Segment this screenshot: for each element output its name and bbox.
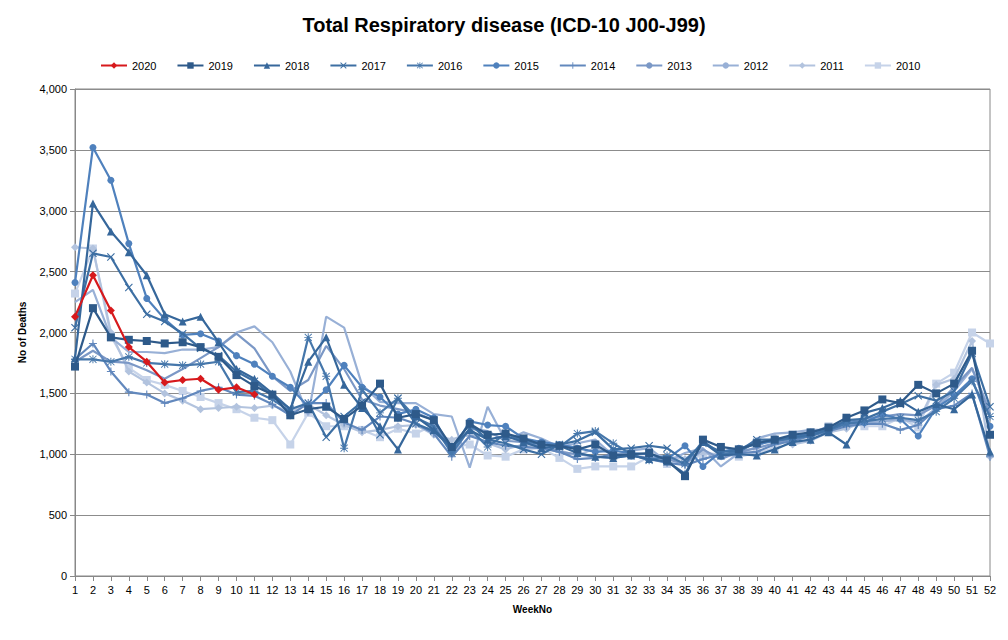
svg-text:No of Deaths: No of Deaths [17,301,28,363]
svg-text:2: 2 [90,584,96,596]
svg-text:30: 30 [589,584,601,596]
svg-text:1,000: 1,000 [39,448,67,460]
svg-text:2019: 2019 [208,60,232,72]
svg-text:4,000: 4,000 [39,83,67,95]
svg-text:25: 25 [499,584,511,596]
svg-text:10: 10 [230,584,242,596]
svg-text:22: 22 [446,584,458,596]
svg-text:500: 500 [49,509,67,521]
svg-text:11: 11 [249,584,260,596]
svg-text:39: 39 [751,584,763,596]
svg-text:2020: 2020 [132,60,156,72]
svg-text:20: 20 [410,584,422,596]
svg-text:26: 26 [517,584,529,596]
svg-text:9: 9 [215,584,221,596]
svg-text:18: 18 [374,584,386,596]
svg-text:33: 33 [643,584,655,596]
svg-text:52: 52 [984,584,996,596]
svg-text:2,000: 2,000 [39,327,67,339]
svg-text:WeekNo: WeekNo [513,604,552,615]
svg-text:37: 37 [715,584,727,596]
svg-text:2014: 2014 [591,60,615,72]
svg-text:2010: 2010 [896,60,920,72]
svg-text:34: 34 [661,584,673,596]
svg-text:Total Respiratory disease (ICD: Total Respiratory disease (ICD-10 J00-J9… [302,14,705,36]
svg-text:41: 41 [787,584,799,596]
svg-text:40: 40 [769,584,781,596]
svg-text:47: 47 [894,584,906,596]
svg-text:23: 23 [464,584,476,596]
svg-text:28: 28 [553,584,565,596]
svg-text:44: 44 [840,584,852,596]
svg-text:49: 49 [930,584,942,596]
svg-text:13: 13 [284,584,296,596]
svg-text:2012: 2012 [744,60,768,72]
svg-text:32: 32 [625,584,637,596]
svg-text:45: 45 [858,584,870,596]
svg-text:17: 17 [356,584,368,596]
svg-text:0: 0 [61,570,67,582]
svg-text:46: 46 [876,584,888,596]
svg-text:2018: 2018 [285,60,309,72]
svg-text:38: 38 [733,584,745,596]
svg-text:19: 19 [392,584,404,596]
svg-text:36: 36 [697,584,709,596]
svg-text:1: 1 [72,584,78,596]
svg-text:15: 15 [320,584,332,596]
svg-text:8: 8 [198,584,204,596]
svg-text:2013: 2013 [667,60,691,72]
svg-text:31: 31 [607,584,619,596]
svg-text:42: 42 [804,584,816,596]
svg-text:2017: 2017 [361,60,385,72]
svg-text:6: 6 [162,584,168,596]
svg-text:24: 24 [482,584,494,596]
svg-text:1,500: 1,500 [39,387,67,399]
svg-text:2015: 2015 [514,60,538,72]
svg-text:7: 7 [180,584,186,596]
svg-text:21: 21 [428,584,440,596]
svg-text:5: 5 [144,584,150,596]
svg-text:51: 51 [966,584,978,596]
svg-text:3,000: 3,000 [39,205,67,217]
svg-text:2016: 2016 [438,60,462,72]
svg-text:29: 29 [571,584,583,596]
svg-text:4: 4 [126,584,132,596]
svg-text:27: 27 [535,584,547,596]
svg-text:3,500: 3,500 [39,144,67,156]
svg-text:35: 35 [679,584,691,596]
svg-text:2011: 2011 [820,60,844,72]
svg-text:50: 50 [948,584,960,596]
svg-text:14: 14 [302,584,314,596]
svg-text:12: 12 [266,584,278,596]
svg-text:3: 3 [108,584,114,596]
svg-text:16: 16 [338,584,350,596]
svg-text:48: 48 [912,584,924,596]
svg-text:2,500: 2,500 [39,266,67,278]
svg-text:43: 43 [822,584,834,596]
